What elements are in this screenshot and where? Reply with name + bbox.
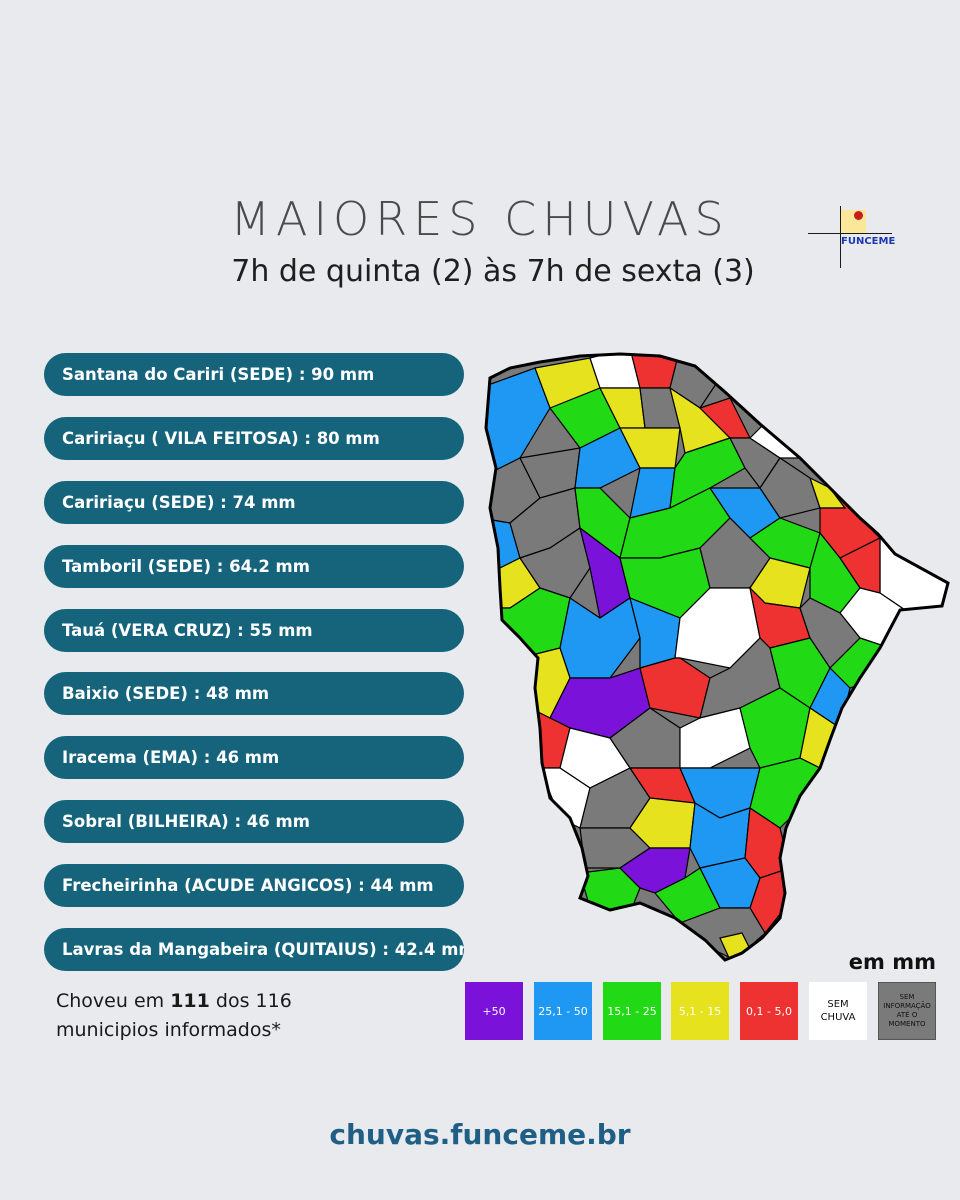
legend-swatch-no-rain: SEM CHUVA: [809, 982, 867, 1040]
ranking-item-10: Lavras da Mangabeira (QUITAIUS) : 42.4 m…: [44, 928, 464, 972]
logo-text: FUNCEME: [841, 236, 896, 247]
municipalities-count: 111: [170, 990, 210, 1012]
ranking-item-2: Caririaçu ( VILA FEITOSA) : 80 mm: [44, 416, 464, 460]
period-subtitle: 7h de quinta (2) às 7h de sexta (3): [231, 254, 755, 289]
ranking-item-5: Tauá (VERA CRUZ) : 55 mm: [44, 608, 464, 652]
page-title: MAIORES CHUVAS: [230, 192, 730, 246]
footer-url[interactable]: chuvas.funceme.br: [329, 1118, 631, 1151]
map-legend: +50 25,1 - 50 15,1 - 25 5,1 - 15 0,1 - 5…: [465, 982, 937, 1040]
ceara-rainfall-map: [484, 352, 950, 962]
legend-swatch-15-25: 15,1 - 25: [603, 982, 661, 1040]
ranking-item-8: Sobral (BILHEIRA) : 46 mm: [44, 800, 464, 844]
ranking-item-4: Tamboril (SEDE) : 64.2 mm: [44, 544, 464, 588]
rainfall-ranking-list: Santana do Cariri (SEDE) : 90 mm Cariria…: [44, 353, 464, 992]
legend-swatch-no-info: SEM INFORMAÇÃO ATÉ O MOMENTO: [878, 982, 936, 1040]
ranking-item-7: Iracema (EMA) : 46 mm: [44, 736, 464, 780]
legend-swatch-25-50: 25,1 - 50: [534, 982, 592, 1040]
ranking-item-6: Baixio (SEDE) : 48 mm: [44, 672, 464, 716]
ranking-item-3: Caririaçu (SEDE) : 74 mm: [44, 480, 464, 524]
ranking-item-9: Frecheirinha (ACUDE ANGICOS) : 44 mm: [44, 864, 464, 908]
legend-swatch-plus-50: +50: [465, 982, 523, 1040]
legend-unit: em mm: [848, 950, 936, 974]
legend-swatch-5-15: 5,1 - 15: [671, 982, 729, 1040]
funceme-logo: FUNCEME: [808, 206, 896, 268]
ranking-item-1: Santana do Cariri (SEDE) : 90 mm: [44, 353, 464, 396]
legend-swatch-0-5: 0,1 - 5,0: [740, 982, 798, 1040]
summary-text: Choveu em 111 dos 116 municipios informa…: [56, 990, 292, 1041]
